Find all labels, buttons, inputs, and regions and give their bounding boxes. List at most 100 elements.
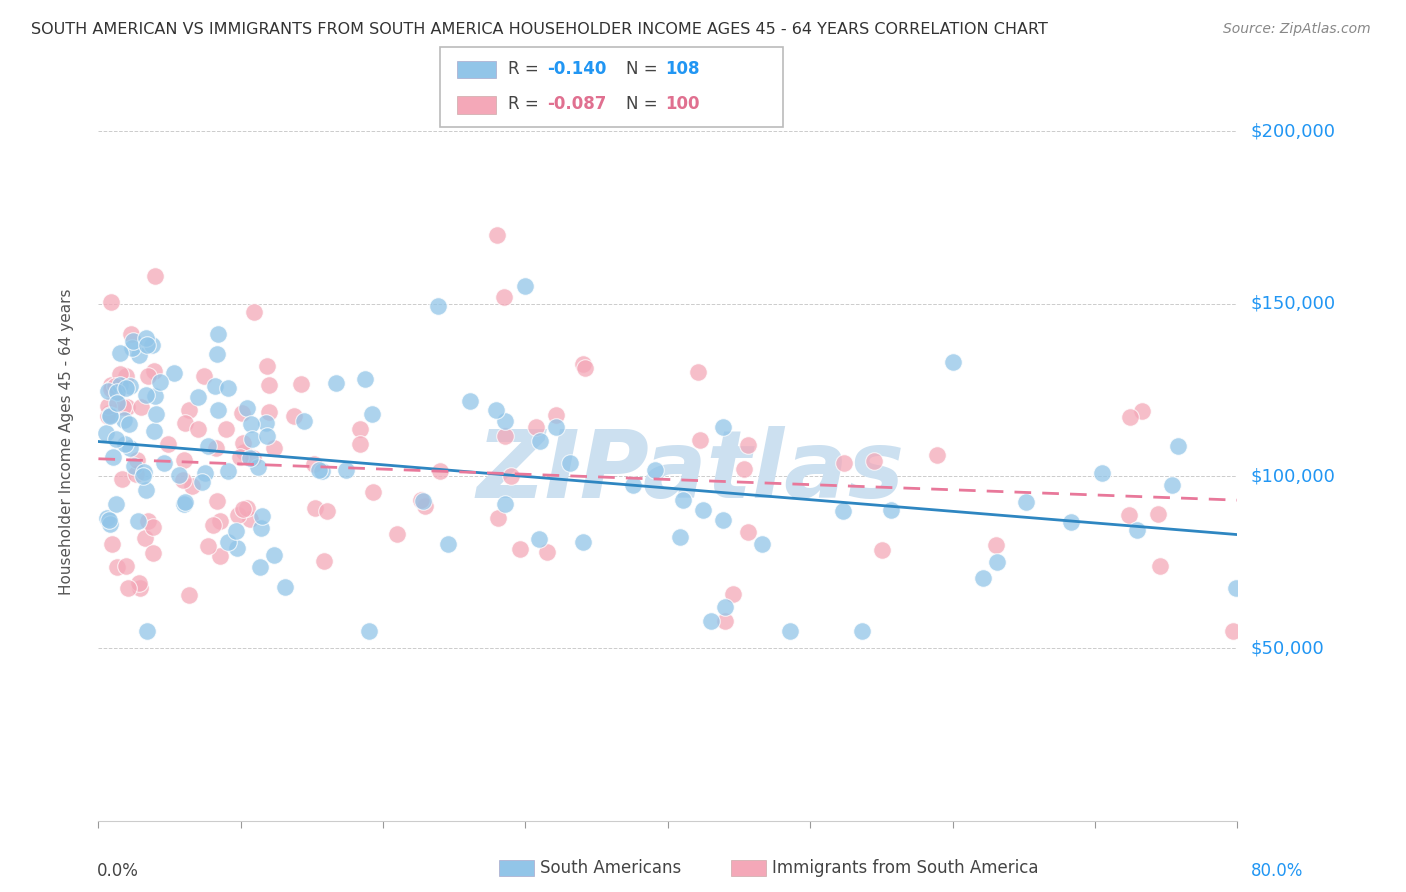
- Text: 0.0%: 0.0%: [97, 863, 139, 880]
- South Americans: [135, 483, 157, 498]
- Immigrants from South America: [134, 532, 156, 546]
- South Americans: [118, 441, 141, 455]
- Text: -0.087: -0.087: [547, 95, 606, 113]
- South Americans: [354, 372, 377, 386]
- Immigrants from South America: [1118, 508, 1140, 522]
- Immigrants from South America: [689, 433, 711, 447]
- South Americans: [1060, 515, 1083, 529]
- South Americans: [135, 338, 157, 352]
- South Americans: [94, 425, 117, 440]
- South Americans: [292, 414, 315, 428]
- Immigrants from South America: [492, 290, 515, 304]
- Immigrants from South America: [925, 449, 948, 463]
- Immigrants from South America: [231, 405, 253, 419]
- Immigrants from South America: [236, 501, 259, 516]
- Text: -0.140: -0.140: [547, 60, 606, 78]
- Immigrants from South America: [733, 462, 755, 476]
- Immigrants from South America: [204, 441, 226, 455]
- Immigrants from South America: [201, 517, 224, 532]
- Immigrants from South America: [129, 400, 152, 414]
- South Americans: [105, 432, 128, 446]
- Immigrants from South America: [100, 382, 122, 396]
- Immigrants from South America: [544, 408, 567, 422]
- Immigrants from South America: [242, 305, 264, 319]
- Immigrants from South America: [97, 406, 120, 420]
- Immigrants from South America: [1149, 558, 1171, 573]
- Immigrants from South America: [233, 445, 256, 459]
- Immigrants from South America: [105, 384, 128, 399]
- South Americans: [711, 513, 734, 527]
- South Americans: [122, 334, 145, 348]
- South Americans: [98, 517, 121, 532]
- Immigrants from South America: [111, 472, 134, 486]
- South Americans: [246, 460, 269, 475]
- South Americans: [115, 381, 138, 395]
- Immigrants from South America: [120, 327, 142, 342]
- South Americans: [114, 436, 136, 450]
- South Americans: [263, 548, 285, 562]
- Immigrants from South America: [97, 399, 120, 413]
- Immigrants from South America: [361, 485, 384, 500]
- Immigrants from South America: [172, 473, 194, 487]
- Immigrants from South America: [737, 438, 759, 452]
- Text: $100,000: $100,000: [1251, 467, 1336, 485]
- South Americans: [128, 348, 150, 362]
- Immigrants from South America: [193, 368, 215, 383]
- South Americans: [494, 414, 516, 428]
- South Americans: [225, 524, 247, 538]
- Immigrants from South America: [226, 508, 249, 522]
- South Americans: [1014, 495, 1036, 509]
- South Americans: [494, 497, 516, 511]
- Immigrants from South America: [125, 467, 148, 482]
- Immigrants from South America: [290, 376, 312, 391]
- Immigrants from South America: [138, 368, 160, 383]
- South Americans: [105, 396, 128, 410]
- Y-axis label: Householder Income Ages 45 - 64 years: Householder Income Ages 45 - 64 years: [59, 288, 75, 595]
- Immigrants from South America: [486, 511, 509, 525]
- South Americans: [1160, 478, 1182, 492]
- Immigrants from South America: [100, 294, 122, 309]
- Immigrants from South America: [142, 546, 165, 560]
- South Americans: [1126, 523, 1149, 537]
- South Americans: [644, 463, 666, 477]
- South Americans: [972, 571, 994, 585]
- South Americans: [153, 456, 176, 470]
- Text: Source: ZipAtlas.com: Source: ZipAtlas.com: [1223, 22, 1371, 37]
- Text: 80.0%: 80.0%: [1251, 863, 1303, 880]
- South Americans: [135, 331, 157, 345]
- Immigrants from South America: [257, 405, 280, 419]
- South Americans: [515, 279, 537, 293]
- Immigrants from South America: [721, 587, 744, 601]
- Immigrants from South America: [1147, 507, 1170, 521]
- Immigrants from South America: [180, 479, 202, 493]
- South Americans: [174, 494, 197, 508]
- South Americans: [205, 347, 228, 361]
- Immigrants from South America: [173, 452, 195, 467]
- South Americans: [623, 478, 645, 492]
- Text: ZIPatlas: ZIPatlas: [477, 425, 904, 518]
- South Americans: [1225, 581, 1247, 595]
- Immigrants from South America: [179, 588, 201, 602]
- Immigrants from South America: [129, 581, 152, 595]
- Text: R =: R =: [508, 60, 544, 78]
- South Americans: [325, 376, 347, 390]
- Text: South Americans: South Americans: [540, 859, 681, 877]
- South Americans: [145, 407, 167, 421]
- Immigrants from South America: [242, 450, 264, 465]
- South Americans: [880, 502, 903, 516]
- Text: 100: 100: [665, 95, 700, 113]
- Immigrants from South America: [536, 544, 558, 558]
- South Americans: [143, 425, 166, 439]
- South Americans: [149, 375, 172, 389]
- Text: SOUTH AMERICAN VS IMMIGRANTS FROM SOUTH AMERICA HOUSEHOLDER INCOME AGES 45 - 64 : SOUTH AMERICAN VS IMMIGRANTS FROM SOUTH …: [31, 22, 1047, 37]
- South Americans: [711, 419, 734, 434]
- Immigrants from South America: [177, 403, 200, 417]
- Immigrants from South America: [187, 422, 209, 436]
- South Americans: [108, 346, 131, 360]
- Immigrants from South America: [509, 541, 531, 556]
- Immigrants from South America: [208, 514, 231, 528]
- Immigrants from South America: [209, 549, 232, 563]
- South Americans: [412, 494, 434, 508]
- Immigrants from South America: [232, 501, 254, 516]
- South Americans: [105, 384, 128, 399]
